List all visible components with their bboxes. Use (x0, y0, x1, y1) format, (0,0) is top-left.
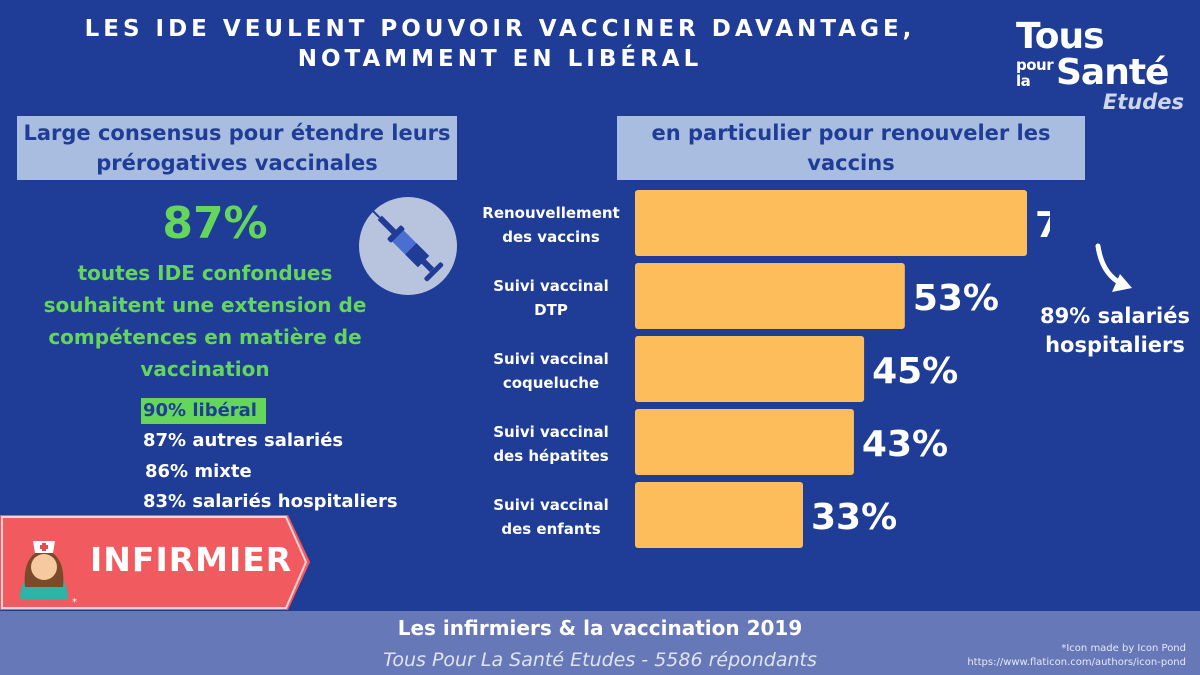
icon-credit: *Icon made by Icon Pond (1061, 643, 1186, 654)
footer-source: Tous Pour La Santé Etudes - 5586 réponda… (383, 649, 817, 671)
hospital-note: 89% salariés hospitaliers (1030, 302, 1200, 360)
right-section-header: en particulier pour renouveler les vacci… (617, 116, 1085, 180)
category-label: Suivi vaccinal (493, 496, 609, 514)
logo-word-tous: Tous (1016, 16, 1105, 57)
category-label: Suivi vaccinal (493, 350, 609, 368)
brand-logo: Tous pour la Santé Etudes (1012, 18, 1192, 118)
bar (635, 409, 854, 475)
infirmier-banner: * (0, 515, 310, 610)
category-label: des hépatites (493, 447, 608, 465)
category-label: DTP (534, 301, 568, 319)
nurse-avatar-icon (20, 541, 68, 599)
logo-word-sante: Santé (1056, 52, 1169, 93)
footer-bar (0, 611, 1200, 675)
description-line: toutes IDE confondues (77, 261, 333, 285)
category-label: coqueluche (503, 374, 599, 392)
title-line-2: NOTAMMENT EN LIBÉRAL (297, 46, 703, 72)
value-label: 33% (811, 497, 897, 538)
description-line: vaccination (140, 357, 270, 381)
bar (635, 263, 905, 329)
breakdown-salaries-hospitaliers: 83% salariés hospitaliers (143, 491, 398, 512)
overall-description: toutes IDE confondues souhaitent une ext… (20, 257, 390, 385)
logo-word-etudes: Etudes (1102, 90, 1184, 114)
category-label: des vaccins (502, 228, 600, 246)
bar (635, 190, 1027, 256)
left-header-line-2: prérogatives vaccinales (96, 151, 378, 175)
value-label: 77% (1035, 205, 1050, 246)
breakdown-mixte: 86% mixte (145, 461, 252, 482)
logo-word-la: la (1016, 72, 1031, 90)
breakdown-autres-salaries: 87% autres salariés (143, 430, 344, 451)
left-section-header: Large consensus pour étendre leurs préro… (17, 116, 457, 180)
description-line: souhaitent une extension de (43, 293, 367, 317)
note-line-2: hospitaliers (1045, 333, 1185, 357)
breakdown-liberal: 90% libéral (141, 398, 266, 424)
description-line: compétences en matière de (48, 325, 362, 349)
curved-arrow-icon (1095, 243, 1132, 292)
logo-word-pour: pour (1016, 56, 1054, 74)
banner-asterisk: * (72, 597, 77, 608)
banner-shape (0, 515, 310, 610)
syringe-icon (359, 197, 457, 295)
right-header-line-2: vaccins (807, 151, 895, 175)
bar-chart: Renouvellement des vaccins 77% Suivi vaccin… (482, 190, 1050, 548)
category-label: Renouvellement (482, 204, 619, 222)
category-label: Suivi vaccinal (493, 277, 609, 295)
footer-title: Les infirmiers & la vaccination 2019 (397, 616, 803, 640)
category-label: des enfants (501, 520, 600, 538)
overall-percentage: 87% (162, 198, 268, 249)
category-label: Suivi vaccinal (493, 423, 609, 441)
icon-credit-url: https://www.flaticon.com/authors/icon-po… (967, 657, 1186, 668)
value-label: 53% (913, 278, 999, 319)
right-header-line-1: en particulier pour renouveler les (651, 121, 1051, 145)
page-title: LES IDE VEULENT POUVOIR VACCINER DAVANTA… (40, 14, 960, 74)
value-label: 45% (872, 351, 958, 392)
bar (635, 482, 803, 548)
note-line-1: 89% salariés (1040, 304, 1190, 328)
value-label: 43% (862, 424, 948, 465)
title-line-1: LES IDE VEULENT POUVOIR VACCINER DAVANTA… (84, 16, 916, 42)
left-header-line-1: Large consensus pour étendre leurs (23, 121, 451, 145)
bar (635, 336, 865, 402)
banner-label: INFIRMIER (90, 540, 293, 579)
